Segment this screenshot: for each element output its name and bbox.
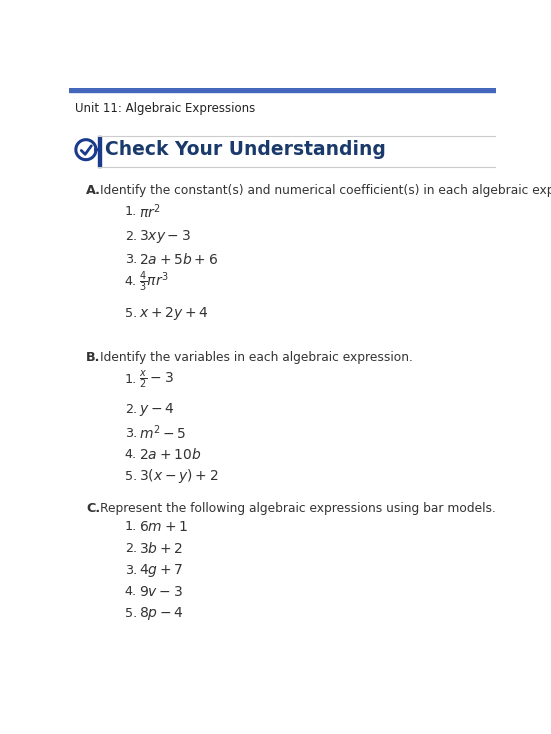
Text: Check Your Understanding: Check Your Understanding (105, 140, 386, 159)
Bar (69, 88, 496, 92)
Text: $9v - 3$: $9v - 3$ (139, 585, 182, 599)
Text: $3(x - y) + 2$: $3(x - y) + 2$ (139, 467, 218, 485)
Text: 1.: 1. (125, 520, 137, 534)
Text: 5.: 5. (125, 470, 137, 483)
Text: A.: A. (86, 184, 101, 197)
Text: $6m + 1$: $6m + 1$ (139, 520, 188, 534)
Text: 5.: 5. (125, 607, 137, 619)
Bar (98, 136, 101, 167)
Text: 4.: 4. (125, 585, 137, 598)
Text: 2.: 2. (125, 404, 137, 416)
Text: $8p - 4$: $8p - 4$ (139, 605, 183, 622)
Text: $y - 4$: $y - 4$ (139, 401, 174, 418)
Text: $\frac{4}{3}\pi r^3$: $\frac{4}{3}\pi r^3$ (139, 269, 169, 294)
Text: 3.: 3. (125, 564, 137, 577)
Text: $2a + 10b$: $2a + 10b$ (139, 447, 201, 462)
Text: $x + 2y + 4$: $x + 2y + 4$ (139, 305, 208, 322)
Text: Identify the variables in each algebraic expression.: Identify the variables in each algebraic… (100, 352, 413, 364)
Text: $m^2 - 5$: $m^2 - 5$ (139, 424, 186, 443)
Text: Identify the constant(s) and numerical coefficient(s) in each algebraic expressi: Identify the constant(s) and numerical c… (100, 184, 551, 197)
Text: B.: B. (86, 352, 100, 364)
Text: $4g + 7$: $4g + 7$ (139, 562, 183, 578)
Text: 3.: 3. (125, 252, 137, 266)
Text: C.: C. (86, 501, 100, 515)
Text: Unit 11: Algebraic Expressions: Unit 11: Algebraic Expressions (75, 102, 255, 115)
Text: 3.: 3. (125, 426, 137, 440)
Text: 2.: 2. (125, 230, 137, 243)
Text: 4.: 4. (125, 275, 137, 288)
Text: Represent the following algebraic expressions using bar models.: Represent the following algebraic expres… (100, 501, 496, 515)
Text: $\pi r^2$: $\pi r^2$ (139, 202, 161, 221)
Text: 1.: 1. (125, 205, 137, 218)
Text: $3xy - 3$: $3xy - 3$ (139, 228, 191, 245)
Text: 1.: 1. (125, 373, 137, 385)
Text: 2.: 2. (125, 542, 137, 555)
Text: 4.: 4. (125, 448, 137, 461)
Text: 5.: 5. (125, 308, 137, 320)
Text: $\frac{x}{2} - 3$: $\frac{x}{2} - 3$ (139, 368, 174, 390)
Text: $3b + 2$: $3b + 2$ (139, 541, 183, 556)
Text: $2a + 5b + 6$: $2a + 5b + 6$ (139, 252, 218, 266)
